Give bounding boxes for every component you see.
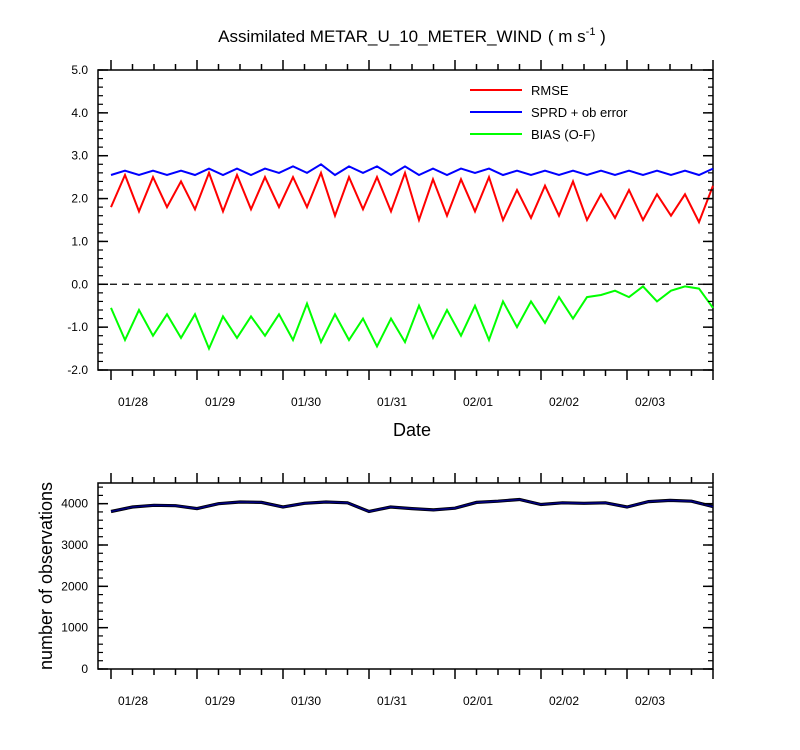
bottom-y-tick-label: 4000 [61,497,88,511]
top-y-tick-label: -1.0 [67,320,88,334]
top-plot-frame [97,69,714,371]
series-line-bias-o-f [110,285,714,352]
legend: RMSE SPRD + ob error BIAS (O-F) [470,83,628,142]
chart-title: Assimilated METAR_U_10_METER_WIND( m s-1… [218,26,606,46]
bottom-x-tick-label: 02/03 [635,694,665,708]
top-chart-panel: 5.0 4.0 3.0 2.0 1.0 0.0 -1.0 -2.0 01/28 01/29 01/… [67,60,714,440]
bottom-y-tick-label: 2000 [61,579,88,593]
top-y-tick-label: 3.0 [71,149,88,163]
bottom-x-tick-label: 01/29 [205,694,235,708]
legend-label: RMSE [531,83,569,98]
bottom-x-tick-label: 01/31 [377,694,407,708]
bottom-y-tick-label: 1000 [61,621,88,635]
legend-label: SPRD + ob error [531,105,628,120]
observations-chart-panel: 4000 3000 2000 1000 0 01/28 01/29 01/30 01/31 02… [36,473,714,708]
bottom-y-tick-label: 3000 [61,538,88,552]
bottom-x-tick-label: 02/01 [463,694,493,708]
bottom-y-tick-label: 0 [81,662,88,676]
top-x-tick-label: 01/29 [205,395,235,409]
bottom-plot-frame [97,482,714,670]
top-y-tick-label: 5.0 [71,63,88,77]
top-x-tick-label: 02/02 [549,395,579,409]
legend-label: BIAS (O-F) [531,127,595,142]
bottom-x-tick-label: 01/30 [291,694,321,708]
y-axis-title-observations: number of observations [36,482,56,670]
top-x-tick-label: 01/31 [377,395,407,409]
series-line-rmse [110,169,714,225]
top-y-tick-label: -2.0 [67,363,88,377]
top-y-tick-label: 4.0 [71,106,88,120]
bottom-x-tick-label: 02/02 [549,694,579,708]
x-axis-title: Date [393,420,431,440]
top-x-tick-label: 02/01 [463,395,493,409]
top-x-tick-label: 02/03 [635,395,665,409]
top-x-tick-label: 01/30 [291,395,321,409]
bottom-x-tick-label: 01/28 [118,694,148,708]
top-y-tick-label: 0.0 [71,277,88,291]
top-y-tick-label: 2.0 [71,192,88,206]
top-y-tick-label: 1.0 [71,234,88,248]
top-x-tick-label: 01/28 [118,395,148,409]
observations-line [110,498,714,513]
series-line-sprd-ob-error [110,163,714,177]
